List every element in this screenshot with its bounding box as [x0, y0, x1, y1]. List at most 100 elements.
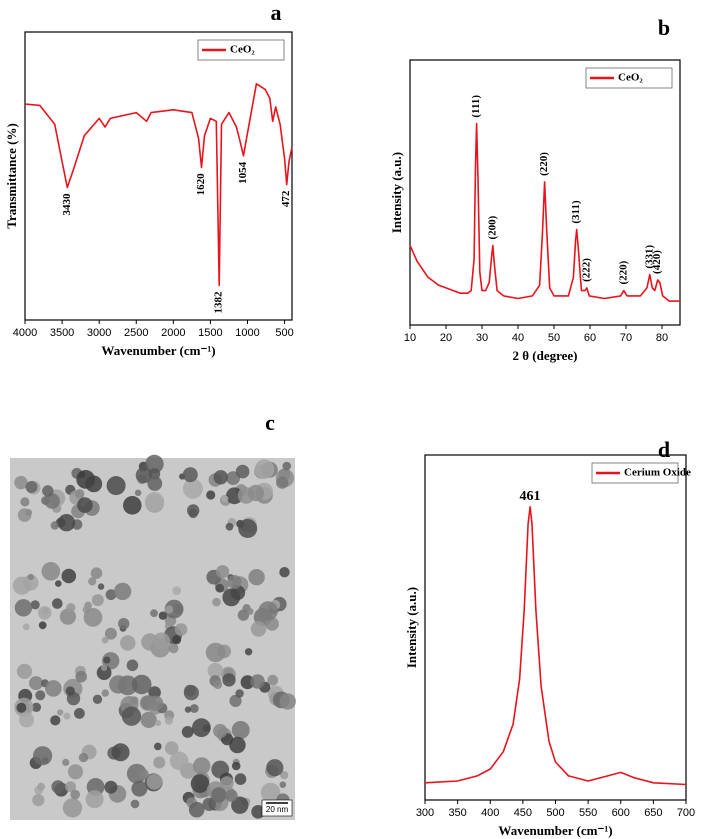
nanoparticle — [123, 496, 142, 515]
x-tick-label: 3500 — [50, 327, 74, 339]
nanoparticle — [101, 636, 109, 644]
nanoparticle — [25, 509, 33, 516]
nanoparticle — [250, 674, 265, 689]
nanoparticle — [88, 577, 97, 586]
plot-frame — [24, 31, 293, 321]
nanoparticle — [187, 504, 200, 517]
nanoparticle — [19, 712, 35, 728]
nanoparticle — [247, 484, 264, 502]
nanoparticle — [148, 695, 164, 711]
nanoparticle — [70, 789, 80, 800]
nanoparticle — [267, 674, 279, 686]
nanoparticle — [37, 782, 46, 791]
spectrum-line — [409, 122, 680, 302]
nanoparticle — [279, 567, 290, 578]
nanoparticle — [184, 706, 192, 713]
nanoparticle — [12, 576, 31, 595]
nanoparticle — [51, 780, 65, 794]
nanoparticle — [188, 801, 205, 818]
nanoparticle — [31, 702, 42, 712]
nanoparticle — [131, 780, 148, 797]
nanoparticle — [138, 769, 149, 780]
nanoparticle — [27, 573, 34, 581]
scale-bar-label: 20 nm — [266, 805, 289, 814]
x-tick-label: 350 — [448, 807, 466, 819]
nanoparticle — [57, 514, 76, 532]
nanoparticle — [41, 562, 61, 581]
nanoparticle — [222, 673, 236, 687]
peak-label: (200) — [486, 215, 498, 239]
nanoparticle — [16, 663, 33, 680]
x-tick-label: 10 — [404, 332, 416, 344]
nanoparticle — [130, 799, 140, 809]
plot-frame — [409, 59, 681, 326]
nanoparticle — [118, 618, 130, 630]
spectrum-line — [424, 506, 687, 786]
nanoparticle — [50, 521, 59, 530]
nanoparticle — [227, 575, 242, 589]
nanoparticle — [113, 582, 132, 601]
nanoparticle — [74, 708, 85, 719]
panel-label: d — [658, 437, 670, 462]
nanoparticle — [182, 478, 203, 499]
nanoparticle — [96, 665, 112, 681]
x-tick-label: 2500 — [124, 327, 148, 339]
nanoparticle — [14, 475, 28, 490]
x-tick-label: 400 — [481, 807, 499, 819]
nanoparticle — [134, 489, 142, 496]
tem-image: 20 nm — [10, 454, 296, 820]
y-axis-label: Transmittance (%) — [4, 123, 19, 229]
nanoparticle — [65, 686, 75, 696]
nanoparticle — [182, 467, 198, 483]
nanoparticle — [65, 781, 76, 793]
nanoparticle — [220, 776, 234, 790]
nanoparticle — [77, 497, 93, 513]
peak-label: (220) — [617, 260, 629, 284]
nanoparticle — [52, 598, 63, 609]
nanoparticle — [164, 741, 179, 755]
x-axis-label: Wavenumber (cm⁻¹) — [498, 823, 612, 838]
nanoparticle — [231, 796, 249, 814]
nanoparticle — [22, 623, 30, 631]
peak-label: (420) — [651, 250, 663, 274]
y-axis-label: Intensity (a.u.) — [404, 587, 419, 668]
x-tick-label: 650 — [644, 807, 662, 819]
panel-label: b — [658, 15, 670, 40]
x-tick-label: 3000 — [87, 327, 111, 339]
nanoparticle — [190, 774, 210, 793]
nanoparticle — [154, 720, 162, 727]
nanoparticle — [213, 680, 223, 689]
nanoparticle — [225, 522, 234, 531]
nanoparticle — [135, 467, 152, 484]
nanoparticle — [144, 492, 165, 512]
nanoparticle — [225, 789, 238, 802]
nanoparticle — [172, 635, 182, 645]
legend-box — [591, 462, 679, 484]
nanoparticle — [279, 781, 287, 788]
nanoparticle — [153, 756, 166, 769]
x-tick-label: 500 — [275, 327, 293, 339]
legend-label: CeO₂ — [230, 44, 255, 56]
nanoparticle — [234, 773, 247, 785]
x-tick-label: 40 — [512, 332, 524, 344]
nanoparticle — [42, 485, 54, 497]
nanoparticle — [85, 790, 104, 809]
nanoparticle — [145, 454, 164, 474]
nanoparticle — [251, 805, 265, 819]
nanoparticle — [92, 694, 103, 704]
nanoparticle — [109, 675, 128, 694]
nanoparticle — [189, 704, 199, 713]
nanoparticle — [247, 608, 254, 615]
nanoparticle — [260, 782, 281, 803]
nanoparticle — [75, 670, 87, 683]
nanoparticle — [276, 476, 289, 489]
peak-label: (111) — [470, 95, 482, 118]
scale-bar-box — [261, 799, 293, 817]
nanoparticle — [192, 718, 211, 738]
nanoparticle — [101, 664, 108, 671]
nanoparticle — [193, 757, 211, 775]
nanoparticle — [213, 470, 228, 485]
nanoparticle — [235, 689, 244, 698]
peak-label: (220) — [538, 152, 550, 176]
